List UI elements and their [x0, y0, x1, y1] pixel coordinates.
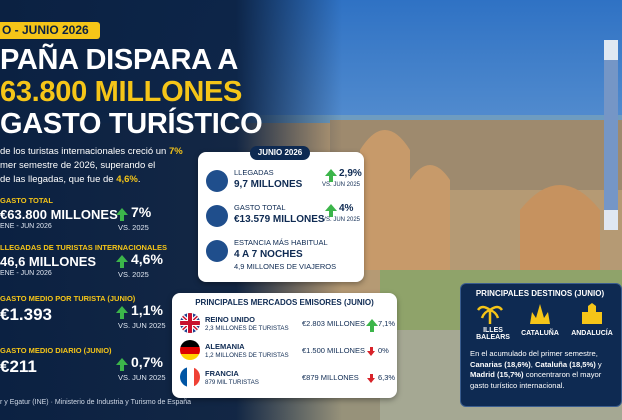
stat-compare: VS. 2025	[118, 223, 149, 232]
row-label: LLEGADAS	[234, 168, 274, 177]
tourists: 879 MIL TURISTAS	[205, 379, 259, 386]
note-text: y	[595, 359, 602, 369]
note-text: En el acumulado del primer semestre,	[470, 349, 598, 358]
intro-text: mer semestre de 2026, superando el	[0, 160, 156, 171]
row-change: 2,9%	[339, 168, 362, 179]
stat-compare: VS. JUN 2025	[118, 373, 166, 382]
tourists: 2,3 MILLONES DE TURISTAS	[205, 325, 289, 332]
arrow-head	[116, 208, 128, 215]
row-compare: VS. JUN 2025	[322, 217, 361, 223]
stat-value: 46,6 MILLONES	[0, 254, 97, 269]
tourists: 1,2 MILLONES DE TURISTAS	[205, 352, 289, 359]
arrow-stem	[329, 176, 333, 182]
stat-label: GASTO TOTAL	[0, 196, 53, 205]
title-line: GASTO TURÍSTICO	[0, 108, 263, 140]
arrow-head	[116, 255, 128, 262]
stat-label: LLEGADAS DE TURISTAS INTERNACIONALES	[0, 243, 167, 252]
intro-line: de los turistas internacionales creció u…	[0, 146, 183, 157]
destinations-note: En el acumulado del primer semestre, Can…	[470, 349, 610, 391]
arrow-head	[116, 306, 128, 313]
stat-label: GASTO MEDIO DIARIO (JUNIO)	[0, 346, 112, 355]
stat-label: GASTO MEDIO POR TURISTA (JUNIO)	[0, 294, 136, 303]
arrow-stem	[329, 211, 333, 217]
region: CATALUÑA	[521, 330, 559, 337]
arrow-stem	[120, 262, 124, 268]
intro-text: de los turistas internacionales creció u…	[0, 146, 169, 157]
row-label: ESTANCIA MÁS HABITUAL	[234, 238, 328, 247]
region: ANDALUCÍA	[571, 330, 613, 337]
stat-period: ENE - JUN 2026	[0, 270, 52, 277]
arrow-stem	[120, 313, 124, 319]
row-compare: VS. JUN 2025	[322, 182, 361, 188]
stat-change: 0,7%	[131, 354, 163, 370]
row-icon	[206, 205, 228, 227]
arrow-stem	[120, 365, 124, 371]
change: 6,3%	[378, 373, 396, 382]
country: REINO UNIDO	[205, 315, 256, 324]
source: r y Egatur (INE) · Ministerio de Industr…	[0, 399, 192, 406]
region-icons	[476, 303, 602, 324]
stat-change: 1,1%	[131, 302, 163, 318]
intro-text: de las llegadas, que fue de	[0, 174, 117, 185]
arrow-head	[116, 358, 128, 365]
intro-highlight: 7%	[168, 146, 183, 157]
country: ALEMANIA	[205, 342, 245, 351]
markets-title: PRINCIPALES MERCADOS EMISORES (JUNIO)	[195, 298, 374, 307]
arrow-stem	[370, 347, 373, 351]
intro-line: de las llegadas, que fue de 4,6%.	[0, 174, 141, 185]
destinations-card	[460, 283, 622, 407]
note-bold: Madrid (15,7%)	[470, 370, 524, 379]
region: ILLES BALEARS	[476, 327, 510, 341]
destinations-title: PRINCIPALES DESTINOS (JUNIO)	[475, 289, 605, 298]
title-line: 63.800 MILLONES	[0, 76, 243, 108]
note-bold: Canarias (18,6%)	[470, 359, 531, 369]
row-label: GASTO TOTAL	[234, 203, 286, 212]
row-detail: 4,9 MILLONES DE VIAJEROS	[234, 262, 337, 271]
intro-text: .	[137, 174, 141, 185]
country: FRANCIA	[205, 369, 239, 378]
spend: €2.803 MILLONES	[302, 319, 365, 328]
stat-period: ENE - JUN 2026	[0, 223, 52, 230]
date-badge: O - JUNIO 2026	[0, 22, 100, 39]
arrow-head	[367, 378, 375, 383]
arrow-head	[325, 204, 337, 211]
change: 7,1%	[378, 319, 396, 328]
row-icon	[206, 240, 228, 262]
title-line: PAÑA DISPARA A	[0, 44, 239, 76]
arrow-head	[325, 169, 337, 176]
flags	[180, 313, 200, 387]
note-text: ,	[530, 359, 536, 369]
stat-value: €63.800 MILLONES	[0, 207, 118, 222]
row-value: €13.579 MILLONES	[234, 214, 325, 225]
stat-change: 7%	[131, 204, 152, 220]
intro-line: mer semestre de 2026, superando el	[0, 160, 155, 171]
row-change: 4%	[339, 203, 354, 214]
spend: €1.500 MILLONES	[302, 346, 365, 355]
row-value: 4 A 7 NOCHES	[234, 249, 303, 260]
arrow-head	[366, 319, 378, 326]
stat-value: €1.393	[0, 305, 52, 324]
intro-highlight: 4,6%	[116, 174, 138, 185]
stat-change: 4,6%	[131, 251, 163, 267]
arrow-head	[367, 351, 375, 356]
june-title: JUNIO 2026	[250, 146, 310, 160]
note-bold: Cataluña (18,5%)	[535, 359, 596, 369]
row-value: 9,7 MILLONES	[234, 179, 303, 190]
arrow-stem	[120, 215, 124, 221]
stat-value: €211	[0, 357, 37, 376]
stat-compare: VS. JUN 2025	[118, 321, 166, 330]
row-icon	[206, 170, 228, 192]
spend: €879 MILLONES	[302, 373, 359, 382]
note-text: concentraron el mayor gasto turístico in…	[470, 370, 602, 390]
stat-compare: VS. 2025	[118, 270, 149, 279]
arrow-stem	[370, 326, 374, 332]
arrow-stem	[370, 374, 373, 378]
change: 0%	[378, 346, 389, 355]
markets-card	[172, 293, 397, 398]
